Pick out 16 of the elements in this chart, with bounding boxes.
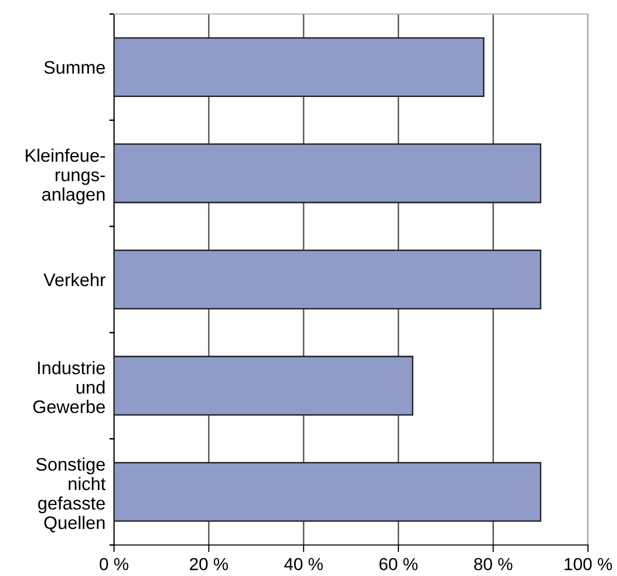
bar	[114, 37, 484, 97]
bar	[114, 143, 542, 204]
y-tick-label: Sonstige nicht gefasste Quellen	[36, 457, 106, 532]
y-tick-label: Verkehr	[44, 272, 106, 286]
y-tick-label: Industrie und Gewerbe	[33, 361, 105, 414]
x-tick-label: 100 %	[564, 558, 612, 570]
x-tick-label: 0 %	[100, 558, 128, 570]
x-tick-label: 20 %	[190, 558, 228, 570]
y-tick-label: Kleinfeue- rungs- anlagen	[26, 148, 105, 204]
y-tick-label: Summe	[44, 61, 105, 74]
x-tick-label: 40 %	[284, 558, 323, 570]
bar	[114, 356, 414, 416]
bar	[114, 462, 542, 522]
x-tick-label: 80 %	[474, 558, 512, 570]
bar	[114, 250, 542, 310]
x-tick-label: 60 %	[379, 558, 418, 570]
